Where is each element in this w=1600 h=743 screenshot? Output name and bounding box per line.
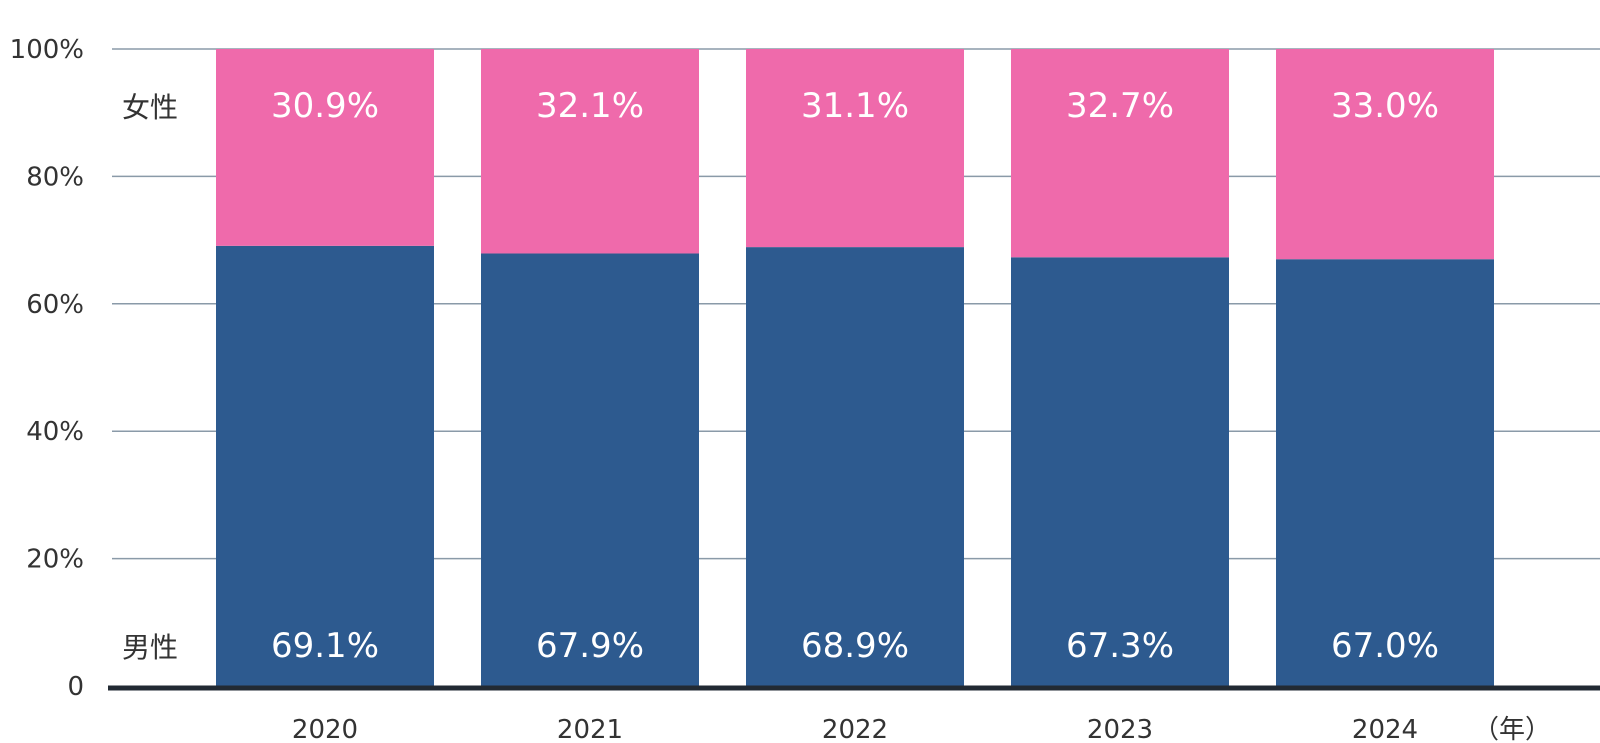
x-tick-label: 2021 [557,715,623,743]
series-label-female: 女性 [122,91,178,124]
y-tick-label: 80% [26,162,84,192]
y-tick-label: 20% [26,545,84,575]
bar-segment-female [481,49,699,254]
data-label: 67.3% [1066,626,1174,666]
data-label: 69.1% [271,626,379,666]
data-label: 67.0% [1331,626,1439,666]
bar-segment-female [746,49,964,248]
bar-segment-female [1011,49,1229,258]
bars [216,49,1494,687]
bar-segment-female [1276,49,1494,260]
data-label: 68.9% [801,626,909,666]
data-label: 32.1% [536,86,644,126]
bar-segment-male [481,253,699,687]
data-label: 32.7% [1066,86,1174,126]
data-label: 30.9% [271,86,379,126]
x-axis-unit-label: （年） [1473,715,1551,743]
x-tick-label: 2020 [292,715,358,743]
y-tick-label: 40% [26,417,84,447]
data-label: 31.1% [801,86,909,126]
x-axis-ticks: 2020 2021 2022 2023 2024 [292,715,1418,743]
data-label: 33.0% [1331,86,1439,126]
segment-labels: 69.1% 30.9% 67.9% 32.1% 68.9% 31.1% 67.3% 32.7%… [271,86,1439,666]
y-tick-label: 100% [10,35,84,65]
x-tick-label: 2023 [1087,715,1153,743]
y-axis-ticks: 0 20% 40% 60% 80% 100% [10,35,84,702]
bar-segment-male [1276,259,1494,686]
y-tick-label: 0 [67,672,84,702]
bar-segment-male [1011,257,1229,686]
series-label-male: 男性 [122,631,178,664]
bar-segment-female [216,49,434,246]
x-tick-label: 2022 [822,715,888,743]
bar-segment-male [216,245,434,686]
data-label: 67.9% [536,626,644,666]
bar-segment-male [746,247,964,686]
x-tick-label: 2024 [1352,715,1418,743]
y-tick-label: 60% [26,290,84,320]
